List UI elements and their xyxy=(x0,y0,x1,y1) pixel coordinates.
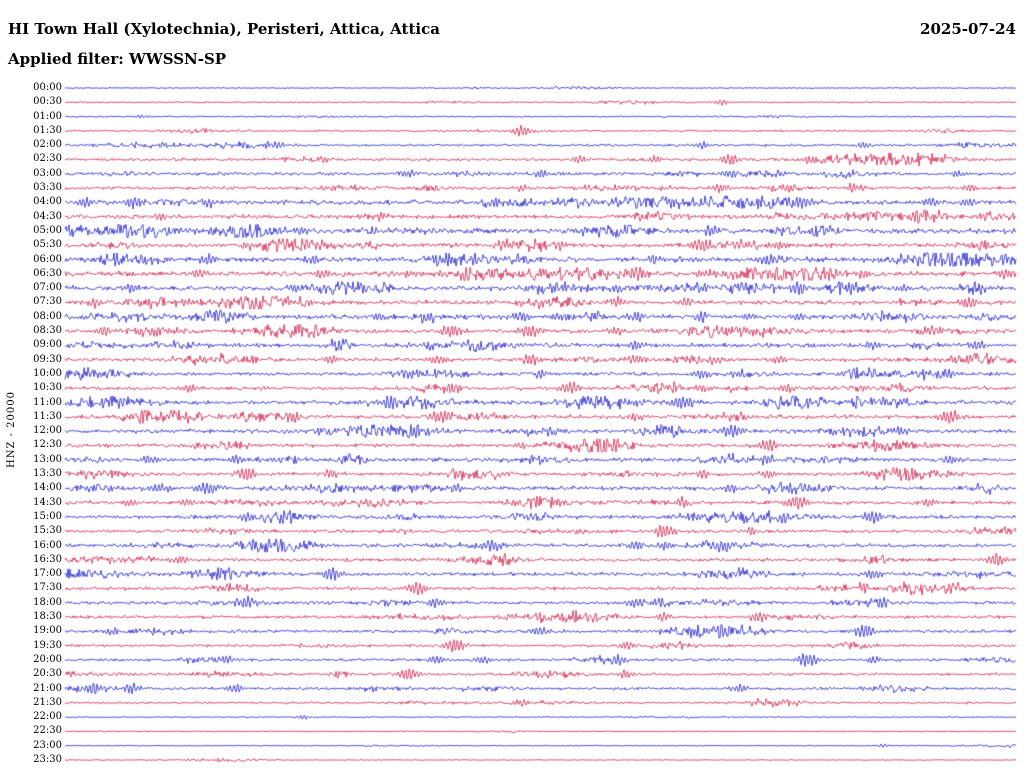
time-label: 22:00 xyxy=(33,711,62,723)
time-label: 07:30 xyxy=(33,296,62,308)
time-label: 14:00 xyxy=(33,482,62,494)
time-label: 12:00 xyxy=(33,425,62,437)
time-label: 07:00 xyxy=(33,282,62,294)
time-label: 05:00 xyxy=(33,224,62,236)
time-label: 13:00 xyxy=(33,453,62,465)
time-label: 23:30 xyxy=(33,754,62,765)
time-label: 05:30 xyxy=(33,239,62,251)
filter-label: Applied filter: WWSSN-SP xyxy=(8,50,227,68)
time-label: 13:30 xyxy=(33,468,62,480)
time-label: 11:30 xyxy=(33,410,62,422)
time-label: 17:30 xyxy=(33,582,62,594)
time-label: 16:30 xyxy=(33,553,62,565)
time-label: 10:30 xyxy=(33,382,62,394)
time-label: 22:30 xyxy=(33,725,62,737)
time-label: 17:00 xyxy=(33,568,62,580)
time-label: 14:30 xyxy=(33,496,62,508)
time-label: 02:00 xyxy=(33,139,62,151)
time-label: 23:00 xyxy=(33,739,62,751)
time-label: 04:00 xyxy=(33,196,62,208)
time-label: 01:30 xyxy=(33,124,62,136)
time-label: 03:30 xyxy=(33,182,62,194)
time-label: 21:30 xyxy=(33,696,62,708)
time-label: 04:30 xyxy=(33,210,62,222)
time-label: 09:30 xyxy=(33,353,62,365)
time-label: 08:00 xyxy=(33,310,62,322)
time-label: 00:30 xyxy=(33,96,62,108)
time-label: 01:00 xyxy=(33,110,62,122)
time-label: 18:00 xyxy=(33,596,62,608)
time-label: 06:30 xyxy=(33,267,62,279)
date-label: 2025-07-24 xyxy=(920,20,1016,38)
time-label: 20:30 xyxy=(33,668,62,680)
time-label: 03:00 xyxy=(33,167,62,179)
time-label: 16:00 xyxy=(33,539,62,551)
time-label: 06:00 xyxy=(33,253,62,265)
time-label: 02:30 xyxy=(33,153,62,165)
time-label: 00:00 xyxy=(33,82,62,93)
time-label: 08:30 xyxy=(33,325,62,337)
time-label: 10:00 xyxy=(33,367,62,379)
time-label: 15:00 xyxy=(33,510,62,522)
time-label: 11:00 xyxy=(33,396,62,408)
time-label: 19:00 xyxy=(33,625,62,637)
time-label: 21:00 xyxy=(33,682,62,694)
time-label: 19:30 xyxy=(33,639,62,651)
time-label: 09:00 xyxy=(33,339,62,351)
station-title: HI Town Hall (Xylotechnia), Peristeri, A… xyxy=(8,20,440,38)
time-label: 15:30 xyxy=(33,525,62,537)
time-label: 12:30 xyxy=(33,439,62,451)
time-label: 18:30 xyxy=(33,611,62,623)
time-label: 20:00 xyxy=(33,653,62,665)
